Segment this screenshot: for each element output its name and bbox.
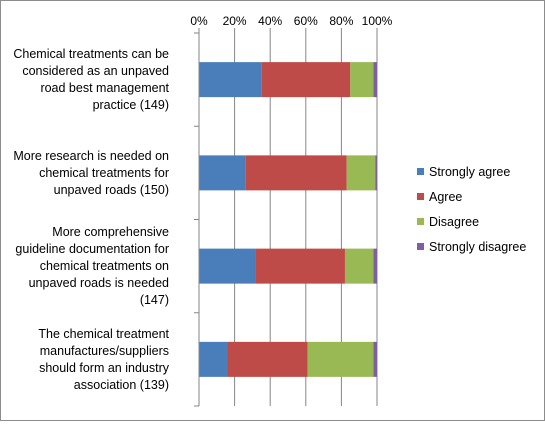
bar-segment <box>227 341 308 377</box>
axes <box>194 32 200 407</box>
bar-segment <box>199 155 246 191</box>
x-tick-label: 20% <box>223 14 247 28</box>
category-label-line: chemical treatments for <box>39 166 169 180</box>
x-tick-label: 100% <box>362 14 393 28</box>
category-label-line: The chemical treatment <box>38 327 169 341</box>
bars <box>199 62 377 377</box>
legend-label: Disagree <box>429 215 479 229</box>
category-label-line: unpaved roads (150) <box>54 183 169 197</box>
x-tick-label: 40% <box>258 14 282 28</box>
bar-segment <box>346 155 376 191</box>
bar-segment <box>255 248 345 284</box>
bar-segment <box>199 62 262 98</box>
category-label-line: Chemical treatments can be <box>13 47 169 61</box>
legend-label: Strongly disagree <box>429 240 526 254</box>
legend-swatch <box>417 218 424 225</box>
legend-swatch <box>417 193 424 200</box>
category-label: The chemical treatment manufactures/suppl… <box>38 327 169 392</box>
legend-swatch <box>417 168 424 175</box>
bar-segment <box>245 155 347 191</box>
legend-swatch <box>417 243 424 250</box>
category-label: More comprehensive guideline documentatio… <box>15 225 169 307</box>
x-tick-label: 60% <box>294 14 318 28</box>
category-label-line: road best management <box>40 81 169 95</box>
bar-segment <box>375 155 377 191</box>
legend-label: Strongly agree <box>429 165 510 179</box>
bar-segment <box>307 341 374 377</box>
bar-segment <box>344 248 374 284</box>
category-label: More research is needed on chemical treat… <box>13 149 169 197</box>
legend: Strongly agree Agree Disagree Strongly disa… <box>417 165 526 254</box>
bar-segment <box>350 62 374 98</box>
category-label-line: unpaved roads is needed <box>29 276 169 290</box>
legend-label: Agree <box>429 190 462 204</box>
x-axis-ticks: 0% 20% 40% 60% 80% 100% <box>190 14 393 33</box>
category-label-line: association (139) <box>74 378 169 392</box>
category-label-line: chemical treatments on <box>40 259 169 273</box>
category-label-line: should form an industry <box>39 361 170 375</box>
x-tick-label: 0% <box>190 14 208 28</box>
bar-segment <box>261 62 351 98</box>
category-label: Chemical treatments can be considered as … <box>13 47 169 112</box>
category-label-line: considered as an unpaved <box>22 64 169 78</box>
category-labels: Chemical treatments can be considered as … <box>13 47 169 392</box>
x-tick-label: 80% <box>329 14 353 28</box>
category-label-line: guideline documentation for <box>15 242 169 256</box>
bar-segment <box>373 248 377 284</box>
category-label-line: More comprehensive <box>52 225 169 239</box>
category-label-line: More research is needed on <box>13 149 169 163</box>
bar-segment <box>373 62 377 98</box>
bar-segment <box>199 248 256 284</box>
category-label-line: practice (149) <box>93 98 169 112</box>
bar-segment <box>373 341 377 377</box>
category-label-line: (147) <box>140 293 169 307</box>
category-label-line: manufactures/suppliers <box>40 344 169 358</box>
bar-segment <box>199 341 228 377</box>
